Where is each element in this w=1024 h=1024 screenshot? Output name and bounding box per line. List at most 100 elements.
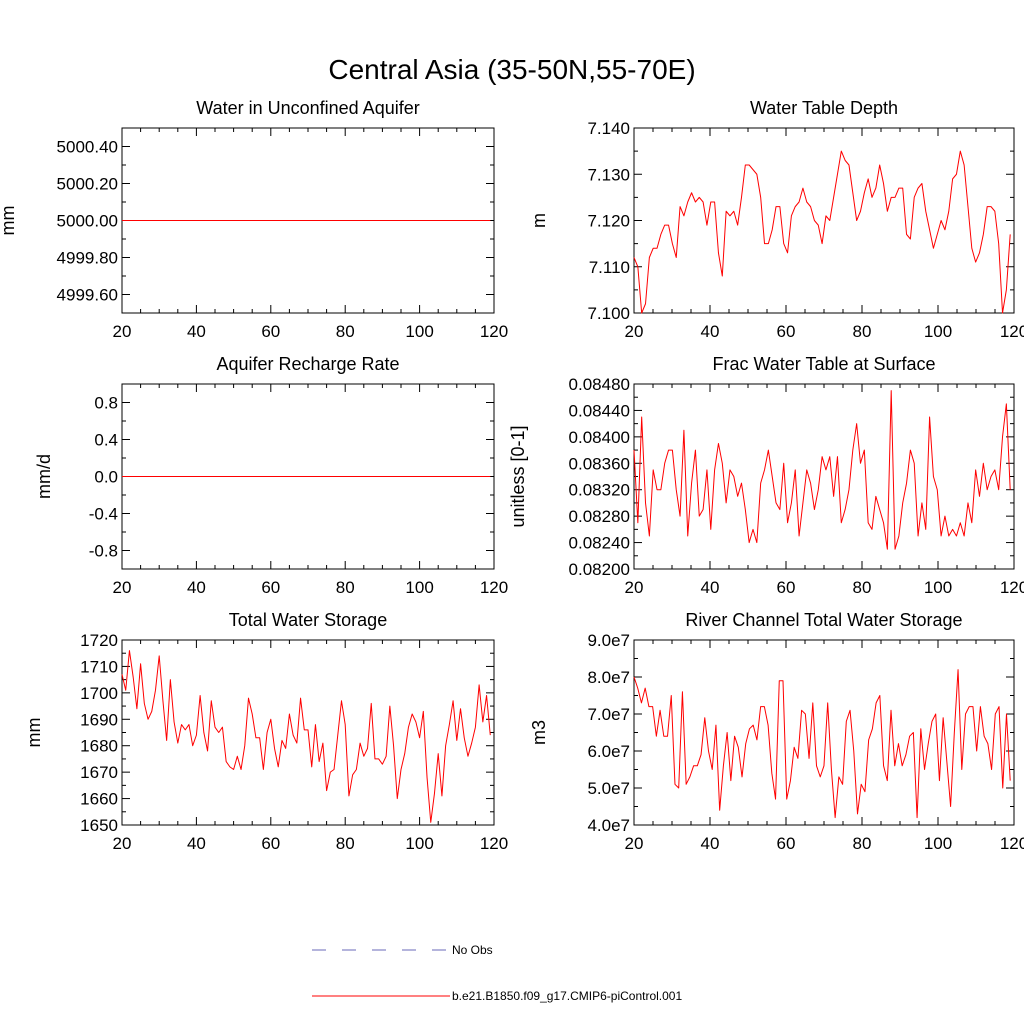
- x-tick-label: 80: [853, 578, 872, 597]
- y-tick-label: 0.08440: [569, 401, 630, 420]
- y-tick-label: 7.110: [589, 258, 630, 277]
- x-tick-label: 120: [480, 834, 508, 853]
- y-tick-label: 7.140: [587, 119, 630, 138]
- y-tick-label: 7.0e7: [587, 705, 630, 724]
- y-tick-label: 4999.60: [57, 286, 118, 305]
- series-line-0: [633, 669, 1011, 819]
- x-tick-label: 120: [1000, 834, 1024, 853]
- x-tick-label: 80: [853, 322, 872, 341]
- x-tick-label: 20: [113, 578, 132, 597]
- y-tick-label: 0.08320: [569, 481, 630, 500]
- y-tick-label: 1720: [80, 631, 118, 650]
- x-tick-label: 120: [1000, 322, 1024, 341]
- y-tick-label: 0.4: [94, 431, 118, 450]
- y-tick-label: 0.08480: [569, 375, 630, 394]
- panel-2: Water Table Depth m 20 40 60 80 100 120 7.100 7.1…: [529, 98, 1024, 341]
- plot-frame: [633, 383, 1015, 570]
- y-tick-label: 1670: [80, 763, 118, 782]
- y-tick-label: 1660: [80, 790, 118, 809]
- x-tick-label: 120: [1000, 578, 1024, 597]
- y-tick-label: 0.8: [94, 394, 118, 413]
- x-tick-label: 120: [480, 322, 508, 341]
- x-tick-label: 80: [336, 322, 355, 341]
- y-tick-label: 0.0: [94, 468, 118, 487]
- x-tick-label: 60: [261, 322, 280, 341]
- series-line-0: [121, 650, 491, 823]
- x-tick-label: 120: [480, 578, 508, 597]
- x-tick-label: 80: [336, 834, 355, 853]
- y-tick-label: 6.0e7: [587, 742, 630, 761]
- x-tick-label: 100: [924, 578, 952, 597]
- x-tick-label: 20: [625, 578, 644, 597]
- x-tick-label: 100: [405, 834, 433, 853]
- panel-4: Frac Water Table at Surface unitless [0-1…: [508, 354, 1024, 597]
- figure-title: Central Asia (35-50N,55-70E): [328, 54, 695, 85]
- panel-6: River Channel Total Water Storage m3 20 40 6…: [529, 610, 1024, 853]
- x-tick-label: 60: [777, 322, 796, 341]
- x-tick-label: 60: [261, 578, 280, 597]
- y-tick-label: 7.130: [587, 165, 630, 184]
- panel-5: Total Water Storage mm 20 40 60 80 100 120 1650 1…: [24, 610, 508, 853]
- x-tick-label: 20: [625, 322, 644, 341]
- y-axis-label: mm/d: [34, 454, 54, 499]
- x-tick-label: 60: [777, 578, 796, 597]
- y-tick-label: 7.100: [587, 304, 630, 323]
- legend: No Obs b.e21.B1850.f09_g17.CMIP6-piContr…: [312, 943, 682, 1003]
- panel-1: Water in Unconfined Aquifer mm 20 40 60 80 100…: [0, 98, 508, 341]
- y-tick-label: 1680: [80, 737, 118, 756]
- y-tick-label: 0.08360: [569, 454, 630, 473]
- y-tick-label: 0.08400: [569, 428, 630, 447]
- y-tick-label: 7.120: [587, 212, 630, 231]
- panel-title: River Channel Total Water Storage: [685, 610, 962, 630]
- plot-frame: [633, 127, 1015, 314]
- x-tick-label: 80: [853, 834, 872, 853]
- panel-title: Water Table Depth: [750, 98, 898, 118]
- y-tick-label: 0.08280: [569, 507, 630, 526]
- y-tick-label: 1650: [80, 816, 118, 835]
- x-tick-label: 40: [701, 578, 720, 597]
- y-axis-label: mm: [24, 718, 44, 748]
- x-tick-label: 100: [924, 834, 952, 853]
- panels: Water in Unconfined Aquifer mm 20 40 60 80 100…: [0, 98, 1024, 853]
- x-tick-label: 60: [261, 834, 280, 853]
- y-tick-label: 5000.20: [57, 175, 118, 194]
- y-axis-label: mm: [0, 206, 18, 236]
- y-tick-label: 5000.00: [57, 212, 118, 231]
- x-tick-label: 40: [701, 322, 720, 341]
- x-tick-label: 100: [405, 322, 433, 341]
- y-axis-label: unitless [0-1]: [508, 425, 528, 527]
- y-tick-label: 4999.80: [57, 249, 118, 268]
- y-tick-label: 5000.40: [57, 138, 118, 157]
- y-axis-label: m3: [529, 720, 549, 745]
- panel-title: Aquifer Recharge Rate: [216, 354, 399, 374]
- panel-3: Aquifer Recharge Rate mm/d 20 40 60 80 100 120 -…: [34, 354, 508, 597]
- y-tick-label: 1690: [80, 710, 118, 729]
- panel-title: Total Water Storage: [229, 610, 387, 630]
- y-tick-label: 9.0e7: [587, 631, 630, 650]
- legend-model-label: b.e21.B1850.f09_g17.CMIP6-piControl.001: [452, 989, 682, 1003]
- plot-frame: [633, 639, 1015, 826]
- y-tick-label: 5.0e7: [587, 779, 630, 798]
- y-tick-label: -0.4: [89, 505, 118, 524]
- x-tick-label: 20: [113, 322, 132, 341]
- x-tick-label: 40: [187, 578, 206, 597]
- x-tick-label: 100: [405, 578, 433, 597]
- y-tick-label: 1700: [80, 684, 118, 703]
- series-line-0: [633, 150, 1011, 314]
- y-axis-label: m: [529, 213, 549, 228]
- panel-title: Water in Unconfined Aquifer: [196, 98, 419, 118]
- x-tick-label: 80: [336, 578, 355, 597]
- x-tick-label: 20: [625, 834, 644, 853]
- y-tick-label: -0.8: [89, 542, 118, 561]
- x-tick-label: 40: [187, 322, 206, 341]
- x-tick-label: 60: [777, 834, 796, 853]
- series-line-0: [633, 390, 1011, 550]
- y-tick-label: 0.08200: [569, 560, 630, 579]
- panel-title: Frac Water Table at Surface: [712, 354, 935, 374]
- y-tick-label: 8.0e7: [587, 668, 630, 687]
- x-tick-label: 40: [187, 834, 206, 853]
- y-tick-label: 0.08240: [569, 534, 630, 553]
- x-tick-label: 100: [924, 322, 952, 341]
- legend-no-obs-label: No Obs: [452, 943, 493, 957]
